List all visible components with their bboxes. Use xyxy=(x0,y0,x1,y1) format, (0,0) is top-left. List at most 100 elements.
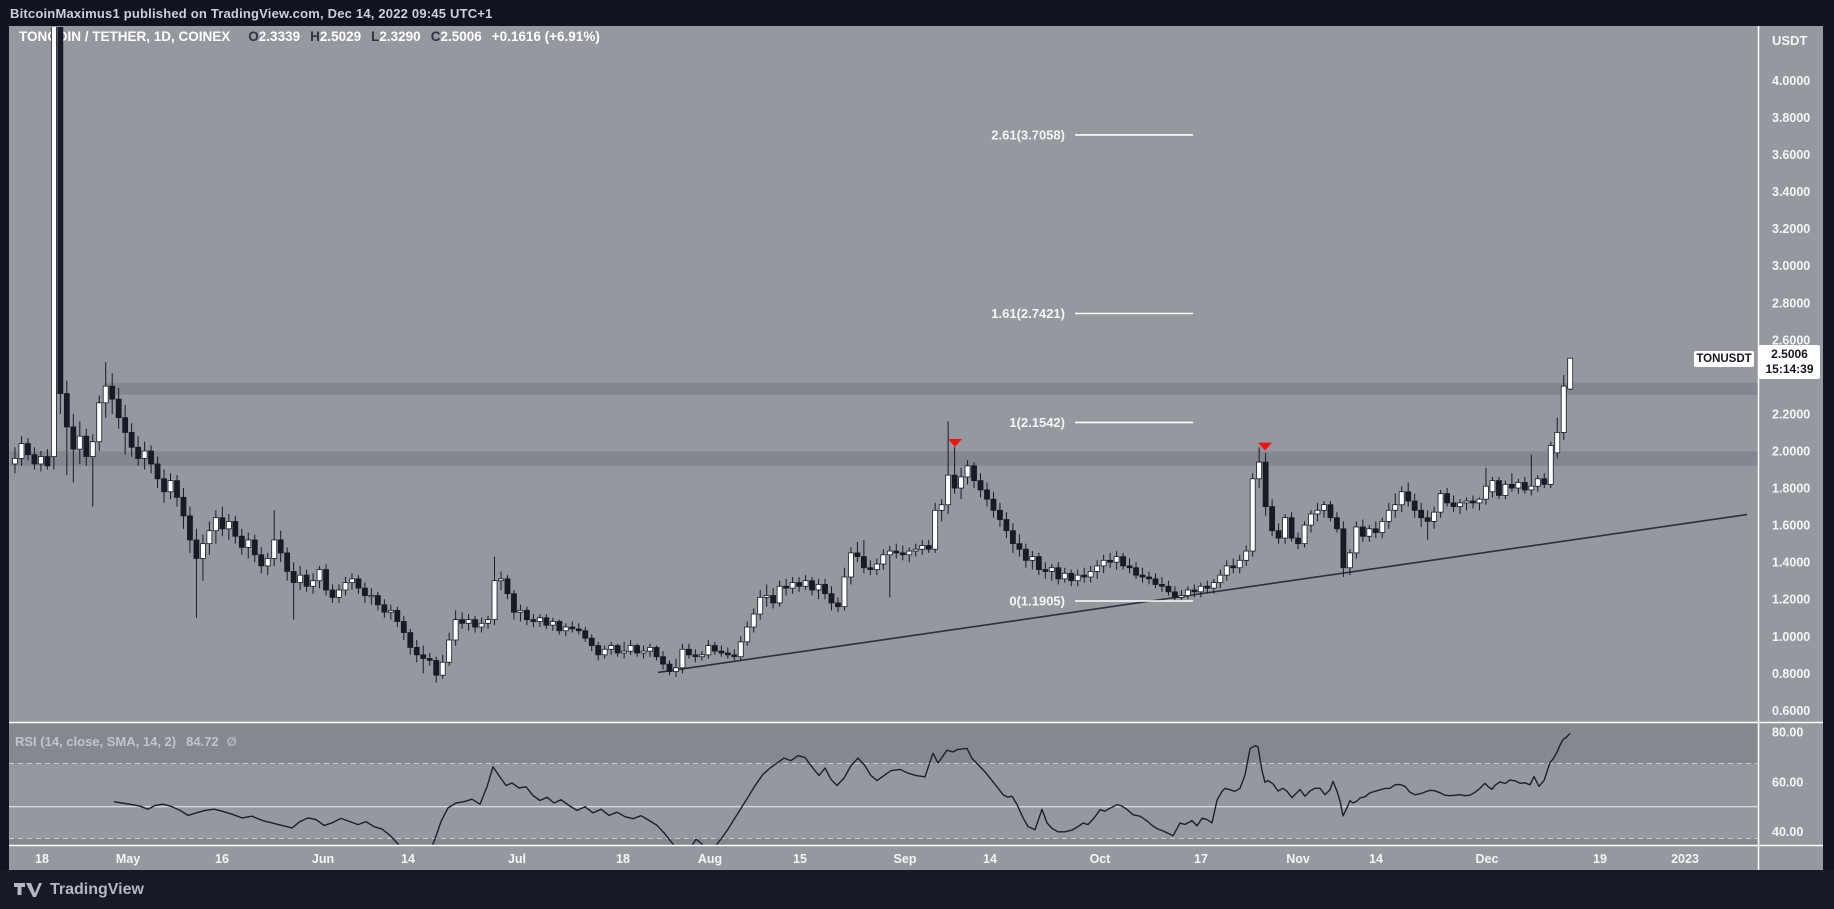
rsi-axis-label[interactable]: 60.00 xyxy=(1772,775,1803,789)
candle-down xyxy=(1327,504,1334,519)
candle-down xyxy=(1508,483,1515,489)
tradingview-wordmark[interactable]: TradingView xyxy=(50,880,144,898)
sell-marker-triangle-down-icon[interactable] xyxy=(1258,442,1272,451)
price-axis[interactable]: 4.0000 3.8000 3.6000 3.4000 3.2000 3.0000 2.80… xyxy=(1772,74,1810,839)
price-axis-label[interactable]: 3.0000 xyxy=(1772,259,1810,273)
chart-plot-area[interactable] xyxy=(9,27,1758,722)
candle-down xyxy=(1470,500,1476,504)
candle-down xyxy=(653,647,660,658)
candle-down xyxy=(426,658,433,661)
candle-down xyxy=(25,443,31,456)
time-axis-label[interactable]: May xyxy=(116,852,140,866)
time-axis-label[interactable]: Dec xyxy=(1476,852,1499,866)
candle-up xyxy=(1061,572,1068,580)
rsi-line[interactable] xyxy=(113,732,1571,865)
candle-up xyxy=(1197,585,1204,593)
candle-up xyxy=(141,450,148,459)
time-axis-label[interactable]: 19 xyxy=(1593,852,1607,866)
time-axis-label[interactable]: Oct xyxy=(1090,852,1112,866)
candle-up xyxy=(1483,485,1489,500)
candle-down xyxy=(724,652,731,656)
rsi-pane[interactable] xyxy=(9,723,1758,865)
candle-up xyxy=(880,554,887,565)
candle-down xyxy=(1262,461,1269,507)
candle-down xyxy=(187,515,193,541)
candle-up xyxy=(627,645,634,652)
candle-down xyxy=(1444,493,1450,504)
candle-down xyxy=(1139,574,1146,578)
time-axis-label[interactable]: 18 xyxy=(35,852,49,866)
time-axis-label[interactable]: Jul xyxy=(508,852,526,866)
candle-down xyxy=(303,574,310,587)
candle-up xyxy=(1256,461,1263,480)
price-axis-label[interactable]: 2.8000 xyxy=(1772,296,1810,310)
price-axis-label[interactable]: 0.6000 xyxy=(1772,704,1810,718)
support-resistance-zone-2[interactable] xyxy=(10,451,1758,466)
candle-up xyxy=(815,584,822,591)
time-axis-label[interactable]: 14 xyxy=(983,852,997,866)
support-resistance-zone-1[interactable] xyxy=(105,382,1758,395)
time-axis-label[interactable]: 17 xyxy=(1194,852,1208,866)
time-axis[interactable]: 18 May 16 Jun 14 Jul 18 Aug 15 Sep 14 Oct 17 Nov 14 Dec… xyxy=(35,852,1699,866)
price-axis-label[interactable]: 3.4000 xyxy=(1772,185,1810,199)
candle-down xyxy=(115,398,122,419)
symbol-axis-tag: TONUSDT xyxy=(1694,351,1754,367)
rsi-legend[interactable]: RSI (14, close, SMA, 14, 2) 84.72 Ø xyxy=(15,734,237,749)
candle-down xyxy=(154,463,161,480)
candle-down xyxy=(1133,567,1139,576)
time-axis-label[interactable]: 14 xyxy=(401,852,415,866)
price-axis-label[interactable]: 1.8000 xyxy=(1772,482,1810,496)
price-axis-label[interactable]: 3.8000 xyxy=(1772,111,1810,125)
price-axis-label[interactable]: 3.6000 xyxy=(1772,148,1810,162)
price-axis-label[interactable]: 3.2000 xyxy=(1772,222,1810,236)
rsi-axis-label[interactable]: 40.00 xyxy=(1772,825,1803,839)
candle-down xyxy=(530,619,537,622)
chart-legend[interactable]: TONCOIN / TETHER, 1D, COINEXO2.3339H2.50… xyxy=(19,29,600,44)
time-axis-label[interactable]: 15 xyxy=(793,852,807,866)
candle-down xyxy=(374,595,381,606)
price-axis-label[interactable]: 1.2000 xyxy=(1772,593,1810,607)
tradingview-logo[interactable] xyxy=(14,881,42,899)
candle-down xyxy=(1275,530,1282,539)
candle-up xyxy=(465,619,472,624)
candle-up xyxy=(1178,595,1185,598)
time-axis-label[interactable]: 16 xyxy=(215,852,229,866)
rsi-axis-label[interactable]: 80.00 xyxy=(1772,726,1803,740)
candle-down xyxy=(413,647,420,656)
time-axis-label[interactable]: Sep xyxy=(894,852,917,866)
time-axis-label[interactable]: 14 xyxy=(1369,852,1383,866)
price-axis-label[interactable]: 4.0000 xyxy=(1772,74,1810,88)
price-axis-label[interactable]: 1.6000 xyxy=(1772,519,1810,533)
candle-up xyxy=(1457,502,1463,507)
price-pane[interactable] xyxy=(10,0,1758,683)
time-axis-label[interactable]: Aug xyxy=(698,852,722,866)
price-axis-label[interactable]: 0.8000 xyxy=(1772,667,1810,681)
price-axis-label[interactable]: 1.4000 xyxy=(1772,556,1810,570)
candle-down xyxy=(219,517,226,530)
time-axis-label[interactable]: Jun xyxy=(312,852,334,866)
price-axis-label[interactable]: 1.0000 xyxy=(1772,630,1810,644)
candle-down xyxy=(329,589,336,598)
candle-down xyxy=(718,650,725,654)
ascending-trendline[interactable] xyxy=(657,513,1748,674)
candle-down xyxy=(984,489,990,500)
candle-down xyxy=(1372,528,1379,533)
fib-extension-tool[interactable]: 2.61(3.7058) 1.61(2.7421) 1(2.1542) 0(1.190… xyxy=(991,127,1193,609)
symbol-title[interactable]: TONCOIN / TETHER, 1D, COINEX xyxy=(19,29,230,44)
price-axis-label[interactable]: 2.0000 xyxy=(1772,445,1810,459)
candlestick-series[interactable] xyxy=(12,0,1574,683)
candle-down xyxy=(1055,567,1062,580)
time-axis-label[interactable]: 2023 xyxy=(1671,852,1699,866)
price-axis-label[interactable]: 2.2000 xyxy=(1772,407,1810,421)
sell-marker-triangle-down-icon[interactable] xyxy=(948,438,962,447)
candle-up xyxy=(1437,493,1444,513)
price-axis-label[interactable]: 2.6000 xyxy=(1772,333,1810,347)
time-axis-label[interactable]: 18 xyxy=(616,852,630,866)
candle-up xyxy=(1489,480,1496,493)
time-axis-label[interactable]: Nov xyxy=(1286,852,1310,866)
candle-up xyxy=(621,650,628,654)
candle-down xyxy=(1146,576,1152,580)
candle-down xyxy=(70,426,77,450)
candle-up xyxy=(549,621,556,626)
